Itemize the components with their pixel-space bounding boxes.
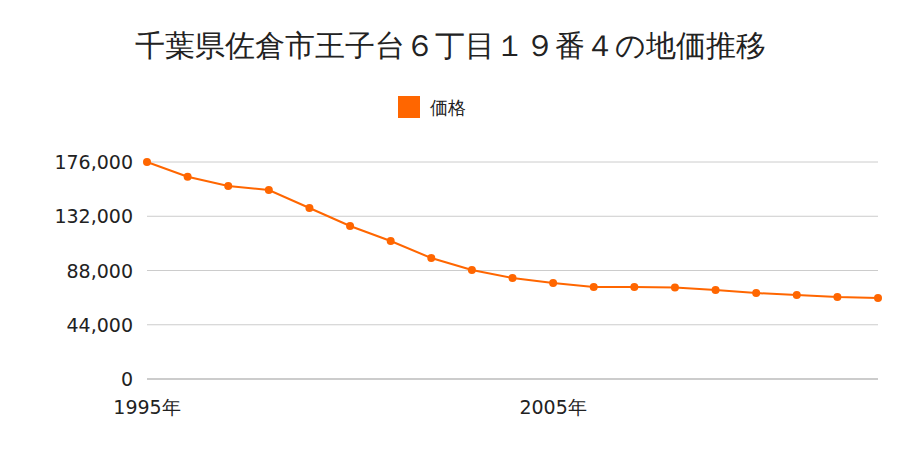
y-tick-label: 132,000 xyxy=(54,205,133,227)
point xyxy=(752,289,760,297)
point xyxy=(590,283,598,291)
grid-line xyxy=(147,162,878,163)
point xyxy=(630,283,638,291)
grid-line xyxy=(147,379,878,380)
point xyxy=(874,294,882,302)
y-tick-label: 176,000 xyxy=(54,151,133,173)
grid-line xyxy=(147,270,878,271)
point xyxy=(833,293,841,301)
y-tick-label: 44,000 xyxy=(67,314,133,336)
background xyxy=(0,0,900,450)
point xyxy=(509,274,517,282)
point xyxy=(671,283,679,291)
grid-line xyxy=(147,216,878,217)
point xyxy=(224,182,232,190)
y-tick-label: 0 xyxy=(121,368,133,390)
legend-swatch xyxy=(398,96,420,118)
chart: 千葉県佐倉市王子台６丁目１９番４の地価推移価格 0 44,000 88,000 132,… xyxy=(0,0,900,450)
point xyxy=(468,266,476,274)
point xyxy=(265,186,273,194)
title: 千葉県佐倉市王子台６丁目１９番４の地価推移 xyxy=(135,28,766,63)
point xyxy=(346,222,354,230)
point xyxy=(184,173,192,181)
point xyxy=(305,204,313,212)
x-tick-label: 2005年 xyxy=(519,396,586,418)
point xyxy=(143,158,151,166)
y-tick-label: 88,000 xyxy=(67,260,133,282)
line xyxy=(147,162,878,298)
legend-label: 価格 xyxy=(430,97,466,118)
point xyxy=(549,279,557,287)
point xyxy=(427,254,435,262)
plot-area xyxy=(143,158,882,302)
point xyxy=(387,237,395,245)
point xyxy=(712,286,720,294)
x-tick-label: 1995年 xyxy=(113,396,180,418)
point xyxy=(793,291,801,299)
grid-line xyxy=(147,324,878,325)
